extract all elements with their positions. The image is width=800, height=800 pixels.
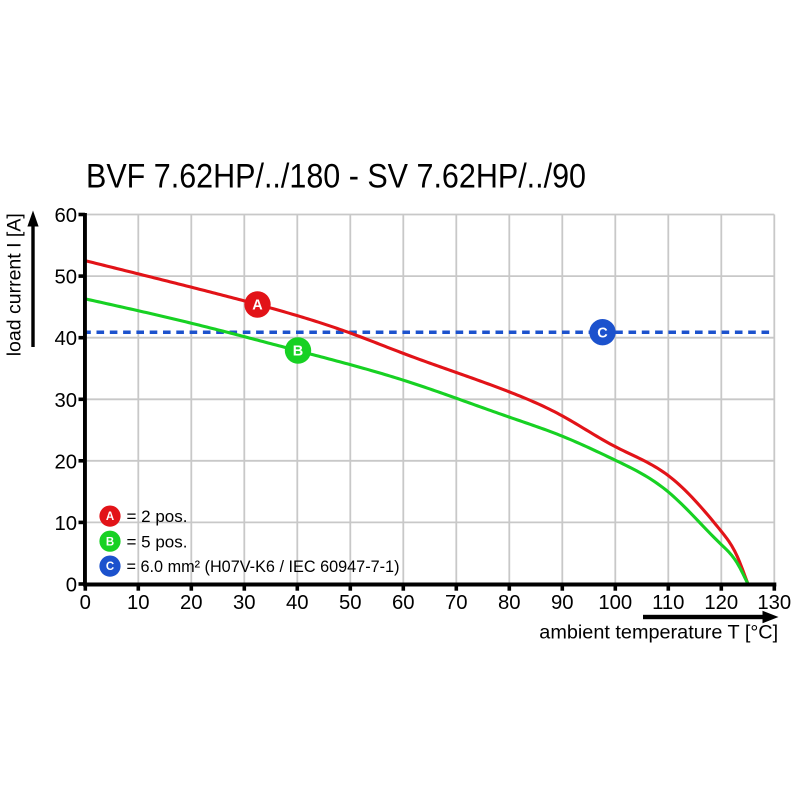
svg-text:10: 10 (127, 592, 150, 614)
svg-text:= 5 pos.: = 5 pos. (127, 532, 188, 551)
svg-text:50: 50 (54, 267, 77, 289)
svg-text:110: 110 (652, 592, 684, 614)
svg-text:= 2 pos.: = 2 pos. (127, 507, 188, 526)
svg-text:20: 20 (180, 592, 203, 614)
svg-text:100: 100 (598, 592, 632, 614)
svg-text:130: 130 (757, 592, 791, 614)
svg-text:0: 0 (66, 575, 77, 597)
svg-text:30: 30 (233, 592, 256, 614)
svg-text:BVF 7.62HP/../180 - SV 7.62HP/: BVF 7.62HP/../180 - SV 7.62HP/../90 (86, 158, 586, 196)
svg-text:A: A (252, 298, 263, 314)
svg-text:C: C (106, 561, 114, 573)
svg-text:C: C (597, 325, 608, 341)
svg-text:20: 20 (54, 451, 77, 473)
svg-text:80: 80 (498, 592, 521, 614)
svg-text:= 6.0 mm² (H07V-K6 / IEC 60947: = 6.0 mm² (H07V-K6 / IEC 60947-7-1) (127, 557, 400, 576)
svg-text:120: 120 (704, 592, 738, 614)
svg-text:0: 0 (80, 592, 91, 614)
svg-text:60: 60 (54, 205, 77, 227)
svg-text:ambient temperature T [°C]: ambient temperature T [°C] (539, 621, 778, 643)
svg-text:B: B (106, 536, 114, 548)
svg-text:40: 40 (286, 592, 309, 614)
svg-text:50: 50 (339, 592, 362, 614)
svg-text:60: 60 (392, 592, 415, 614)
svg-text:B: B (293, 344, 303, 360)
svg-text:10: 10 (54, 513, 77, 535)
svg-text:load current I [A]: load current I [A] (3, 213, 25, 356)
svg-text:40: 40 (54, 328, 77, 350)
svg-text:90: 90 (551, 592, 574, 614)
svg-text:70: 70 (445, 592, 468, 614)
svg-text:A: A (106, 511, 114, 523)
svg-text:30: 30 (54, 390, 77, 412)
